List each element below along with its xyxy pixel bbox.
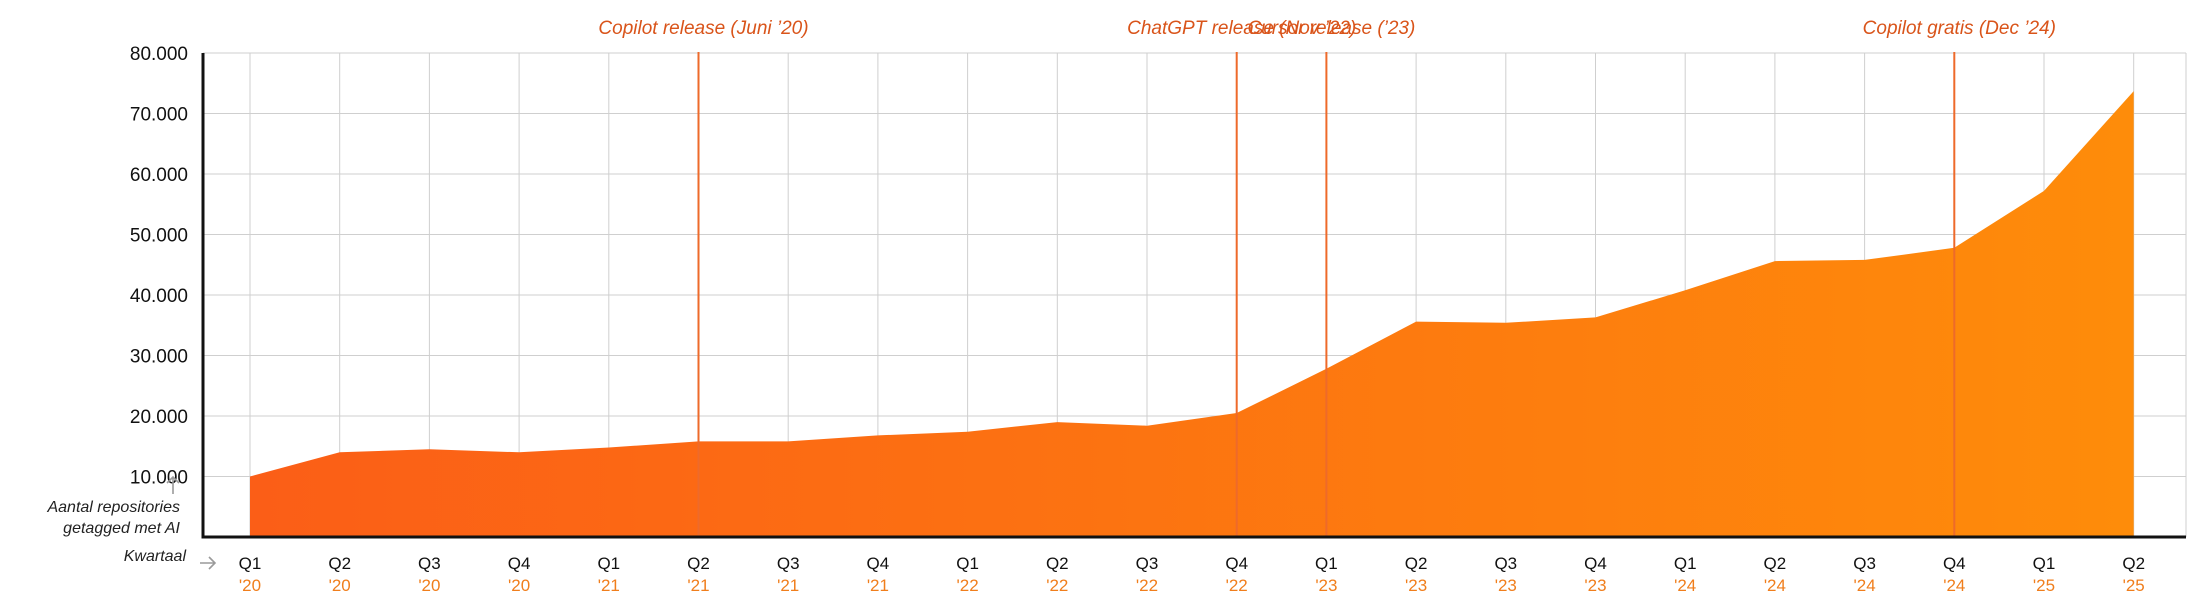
x-tick-quarter: Q2 bbox=[687, 554, 710, 573]
x-tick-quarter: Q1 bbox=[239, 554, 262, 573]
x-tick-quarter: Q4 bbox=[1943, 554, 1966, 573]
y-axis-title: Aantal repositories getagged met AI bbox=[46, 475, 181, 537]
x-tick-quarter: Q2 bbox=[1764, 554, 1787, 573]
x-tick-year: '22 bbox=[1226, 576, 1248, 595]
x-tick-quarter: Q3 bbox=[777, 554, 800, 573]
x-tick-year: '22 bbox=[1136, 576, 1158, 595]
x-axis-title-text: Kwartaal bbox=[124, 548, 187, 565]
y-tick-label: 60.000 bbox=[130, 165, 188, 186]
x-tick-year: '22 bbox=[1046, 576, 1068, 595]
arrow-right-icon bbox=[200, 556, 217, 570]
x-tick-year: '25 bbox=[2123, 576, 2145, 595]
x-tick-quarter: Q1 bbox=[1674, 554, 1697, 573]
axes bbox=[201, 53, 2186, 539]
x-tick-year: '24 bbox=[1674, 576, 1696, 595]
x-tick-year: '20 bbox=[508, 576, 530, 595]
x-tick-quarter: Q1 bbox=[2033, 554, 2056, 573]
x-tick-quarter: Q3 bbox=[1494, 554, 1517, 573]
area-series bbox=[250, 91, 2134, 537]
x-tick-quarter: Q3 bbox=[418, 554, 441, 573]
x-tick-year: '24 bbox=[1854, 576, 1876, 595]
x-tick-quarter: Q2 bbox=[2122, 554, 2145, 573]
y-tick-labels: 10.000 20.000 30.000 40.000 50.000 60.000 70.0… bbox=[130, 44, 188, 489]
y-tick-label: 30.000 bbox=[130, 347, 188, 368]
x-tick-year: '22 bbox=[957, 576, 979, 595]
x-tick-quarter: Q4 bbox=[867, 554, 890, 573]
x-tick-quarter: Q2 bbox=[328, 554, 351, 573]
x-tick-quarter: Q4 bbox=[1584, 554, 1607, 573]
x-tick-year: '24 bbox=[1943, 576, 1965, 595]
annotation-label: Copilot release (Juni ’20) bbox=[598, 18, 808, 39]
x-tick-quarter: Q2 bbox=[1405, 554, 1428, 573]
x-tick-year: '21 bbox=[777, 576, 799, 595]
x-tick-year: '20 bbox=[239, 576, 261, 595]
x-tick-year: '23 bbox=[1315, 576, 1337, 595]
y-tick-label: 10.000 bbox=[130, 468, 188, 489]
x-tick-labels: Q1 '20 Q2 '20 Q3 '20 Q4 '20 Q1 '21 Q2 '21 Q3 '21 Q4 '21… bbox=[239, 554, 2145, 595]
y-axis-title-line-2: getagged met AI bbox=[63, 520, 180, 537]
x-tick-quarter: Q3 bbox=[1853, 554, 1876, 573]
arrow-up-icon bbox=[166, 475, 180, 494]
x-tick-year: '25 bbox=[2033, 576, 2055, 595]
x-tick-year: '23 bbox=[1584, 576, 1606, 595]
x-tick-quarter: Q1 bbox=[956, 554, 979, 573]
x-axis-title: Kwartaal bbox=[124, 548, 217, 570]
x-tick-year: '23 bbox=[1405, 576, 1427, 595]
x-tick-year: '23 bbox=[1495, 576, 1517, 595]
annotation-label: Cursor release (’23) bbox=[1247, 18, 1415, 39]
x-tick-year: '24 bbox=[1764, 576, 1786, 595]
x-tick-quarter: Q4 bbox=[1225, 554, 1248, 573]
x-tick-year: '21 bbox=[687, 576, 709, 595]
y-tick-label: 20.000 bbox=[130, 407, 188, 428]
annotation-label: Copilot gratis (Dec ’24) bbox=[1863, 18, 2056, 39]
x-tick-year: '21 bbox=[598, 576, 620, 595]
x-tick-quarter: Q3 bbox=[1136, 554, 1159, 573]
x-tick-quarter: Q4 bbox=[508, 554, 531, 573]
y-tick-label: 50.000 bbox=[130, 226, 188, 247]
x-tick-quarter: Q2 bbox=[1046, 554, 1069, 573]
y-tick-label: 70.000 bbox=[130, 105, 188, 126]
y-tick-label: 80.000 bbox=[130, 44, 188, 65]
x-tick-year: '20 bbox=[329, 576, 351, 595]
annotations: Copilot release (Juni ’20) ChatGPT releas… bbox=[598, 18, 2056, 537]
y-axis-title-line-1: Aantal repositories bbox=[46, 499, 180, 516]
x-tick-quarter: Q1 bbox=[1315, 554, 1338, 573]
x-tick-year: '20 bbox=[418, 576, 440, 595]
x-tick-quarter: Q1 bbox=[597, 554, 620, 573]
annotation-label: ChatGPT release (Nov ’22) bbox=[1127, 18, 1356, 39]
y-tick-label: 40.000 bbox=[130, 286, 188, 307]
x-tick-year: '21 bbox=[867, 576, 889, 595]
